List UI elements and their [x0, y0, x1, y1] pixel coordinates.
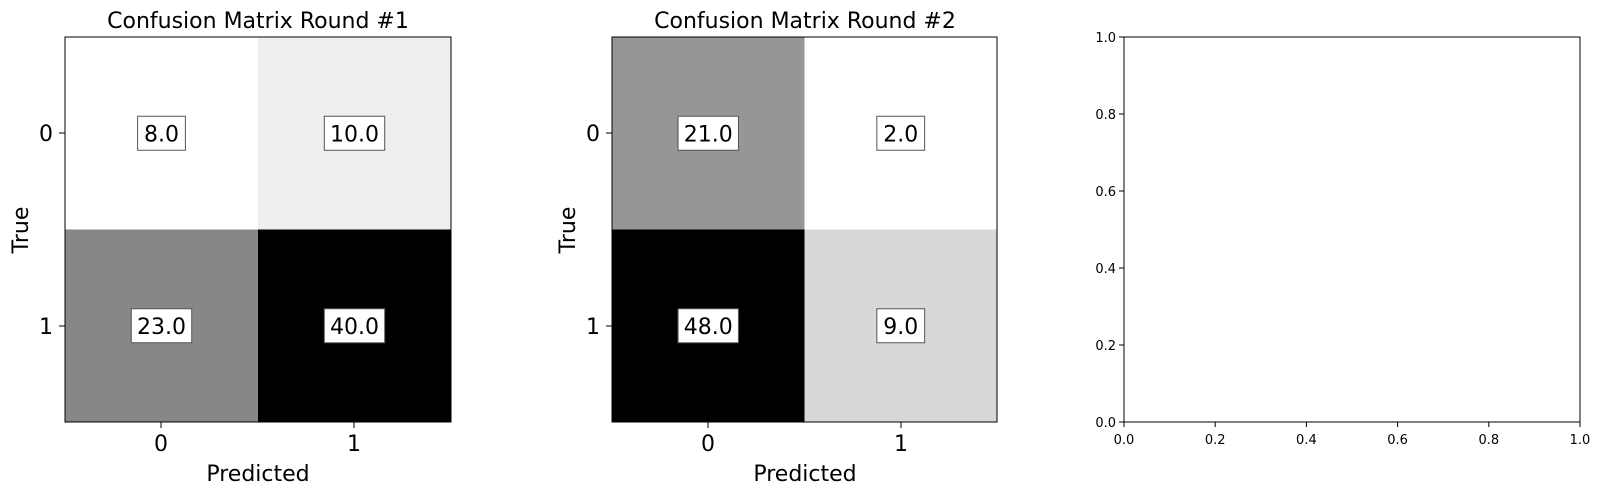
cm1-y-axis-label: True: [9, 207, 34, 255]
cm1-cell-label-1-0: 23.0: [137, 315, 186, 340]
cm1-x-ticks: 0 1: [154, 422, 361, 457]
cm2-cell-label-box-1-1: [876, 308, 926, 344]
cm2-cells: 21.0 2.0 48.0 9.0: [612, 37, 997, 422]
cm1-y-tick-label-0: 0: [39, 122, 53, 147]
ax3-y-tick-label-5: 1.0: [1095, 31, 1116, 46]
ax3-x-ticks: 0.0 0.2 0.4 0.6 0.8 1.0: [1114, 422, 1591, 448]
ax3-y-tick-label-0: 0.0: [1095, 416, 1116, 431]
cm2-frame: [611, 36, 998, 423]
cm1-x-tick-label-1: 1: [347, 432, 361, 457]
ax3-frame: [1123, 36, 1581, 423]
confusion-matrix-2: Confusion Matrix Round #2 21.0 2.0 48.0 9.0…: [556, 9, 998, 487]
cm2-y-ticks: 0 1: [586, 122, 612, 340]
cm1-x-axis-label: Predicted: [206, 462, 309, 487]
cm2-cell-label-box-0-0: [677, 115, 739, 151]
ax3-y-ticks: 0.0 0.2 0.4 0.6 0.8 1.0: [1095, 31, 1124, 431]
cm1-y-tick-label-1: 1: [39, 315, 53, 340]
cm1-cells: 8.0 10.0 23.0 40.0: [65, 37, 451, 422]
cm1-cell-label-box-0-1: [323, 115, 386, 151]
cm2-cell-label-0-0: 21.0: [684, 122, 733, 147]
empty-axes: 0.0 0.2 0.4 0.6 0.8 1.0 0.0 0.2 0.4 0.6 0.8 1.0: [1095, 31, 1590, 448]
cm2-y-tick-label-1: 1: [586, 315, 600, 340]
cm1-title: Confusion Matrix Round #1: [107, 9, 409, 34]
ax3-x-tick-label-2: 0.4: [1296, 433, 1317, 448]
cm1-x-tick-label-0: 0: [154, 432, 168, 457]
ax3-x-tick-label-1: 0.2: [1205, 433, 1226, 448]
cm2-title: Confusion Matrix Round #2: [654, 9, 956, 34]
cm2-cell-label-1-0: 48.0: [684, 315, 733, 340]
ax3-y-tick-label-2: 0.4: [1095, 262, 1116, 277]
ax3-x-tick-label-4: 0.8: [1478, 433, 1499, 448]
cm1-cell-label-box-1-0: [130, 308, 193, 344]
cm2-x-ticks: 0 1: [701, 422, 908, 457]
cm1-frame: [64, 36, 452, 423]
ax3-y-tick-label-1: 0.2: [1095, 339, 1116, 354]
cm2-cell-label-box-0-1: [876, 115, 926, 151]
cm2-x-tick-label-0: 0: [701, 432, 715, 457]
cm2-x-axis-label: Predicted: [753, 462, 856, 487]
cm1-y-ticks: 0 1: [39, 122, 65, 340]
ax3-y-tick-label-4: 0.8: [1095, 108, 1116, 123]
ax3-x-tick-label-3: 0.6: [1387, 433, 1408, 448]
cm2-x-tick-label-1: 1: [894, 432, 908, 457]
cm1-cell-label-1-1: 40.0: [330, 315, 379, 340]
cm1-cell-label-box-1-1: [323, 308, 386, 344]
cm1-cell-label-box-0-0: [137, 115, 186, 151]
ax3-x-tick-label-5: 1.0: [1570, 433, 1591, 448]
confusion-matrix-1: Confusion Matrix Round #1 8.0 10.0 23.0 40.…: [9, 9, 452, 487]
ax3-x-tick-label-0: 0.0: [1114, 433, 1135, 448]
cm1-cell-label-0-1: 10.0: [330, 122, 379, 147]
cm2-y-tick-label-0: 0: [586, 122, 600, 147]
cm2-cell-label-1-1: 9.0: [883, 315, 918, 340]
cm1-cell-label-0-0: 8.0: [144, 122, 179, 147]
cm2-cell-label-box-1-0: [677, 308, 739, 344]
cm2-cell-label-0-1: 2.0: [883, 122, 918, 147]
ax3-y-tick-label-3: 0.6: [1095, 185, 1116, 200]
cm2-y-axis-label: True: [556, 207, 581, 255]
